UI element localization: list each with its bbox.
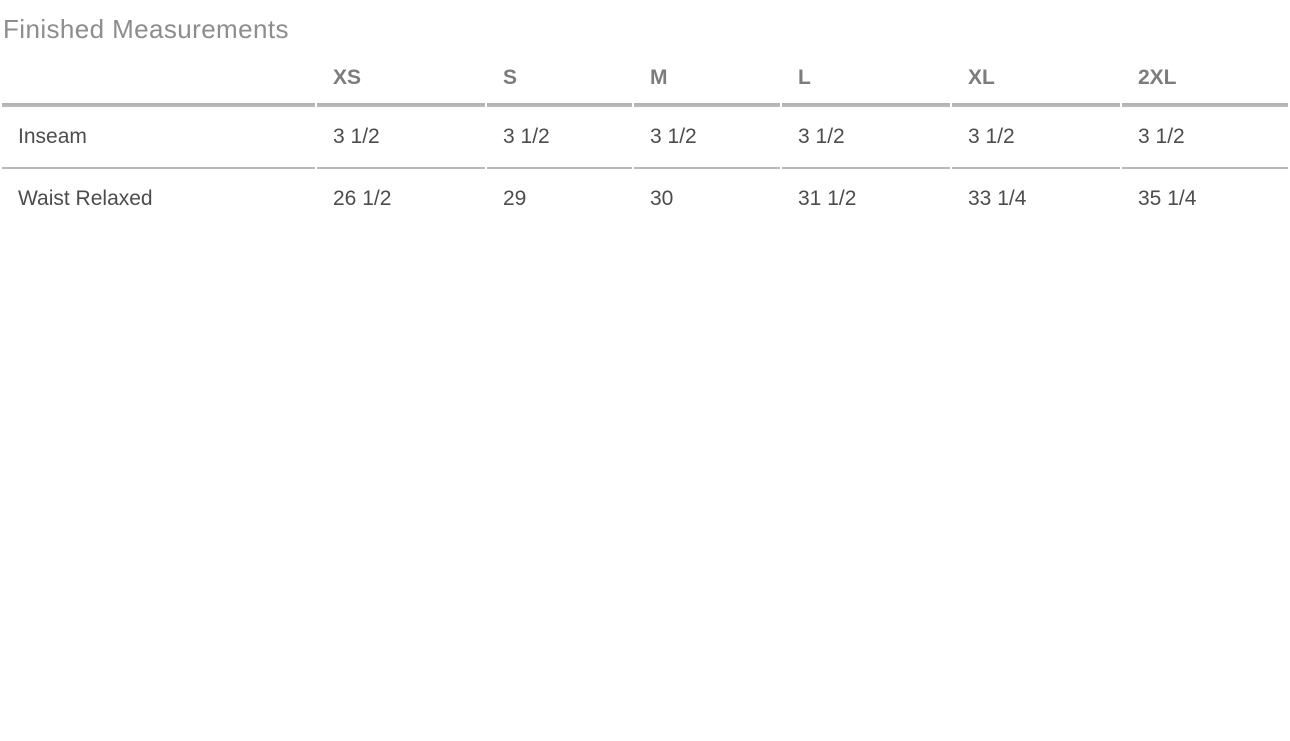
measurement-cell: 3 1/2 [952,105,1120,167]
measurement-cell: 3 1/2 [1122,105,1288,167]
row-label: Inseam [2,105,315,167]
measurement-cell: 3 1/2 [317,105,485,167]
table-row-inseam: Inseam 3 1/2 3 1/2 3 1/2 3 1/2 3 1/2 3 1… [2,105,1288,167]
measurement-cell: 3 1/2 [487,105,632,167]
size-header-row: XS S M L XL 2XL [2,54,1288,105]
size-header-s: S [487,54,632,105]
measurement-cell: 30 [634,167,780,229]
measurement-cell: 31 1/2 [782,167,950,229]
measurement-cell: 29 [487,167,632,229]
size-header-l: L [782,54,950,105]
corner-cell [2,54,315,105]
measurement-cell: 26 1/2 [317,167,485,229]
page-title: Finished Measurements [3,14,289,44]
size-header-xl: XL [952,54,1120,105]
measurement-cell: 3 1/2 [782,105,950,167]
measurement-cell: 3 1/2 [634,105,780,167]
size-header-xs: XS [317,54,485,105]
measurement-cell: 35 1/4 [1122,167,1288,229]
size-header-2xl: 2XL [1122,54,1288,105]
size-header-m: M [634,54,780,105]
table-row-waist-relaxed: Waist Relaxed 26 1/2 29 30 31 1/2 33 1/4… [2,167,1288,229]
measurements-table: XS S M L XL 2XL Inseam 3 1/2 3 1/2 3 1/2… [0,54,1290,229]
measurement-cell: 33 1/4 [952,167,1120,229]
row-label: Waist Relaxed [2,167,315,229]
